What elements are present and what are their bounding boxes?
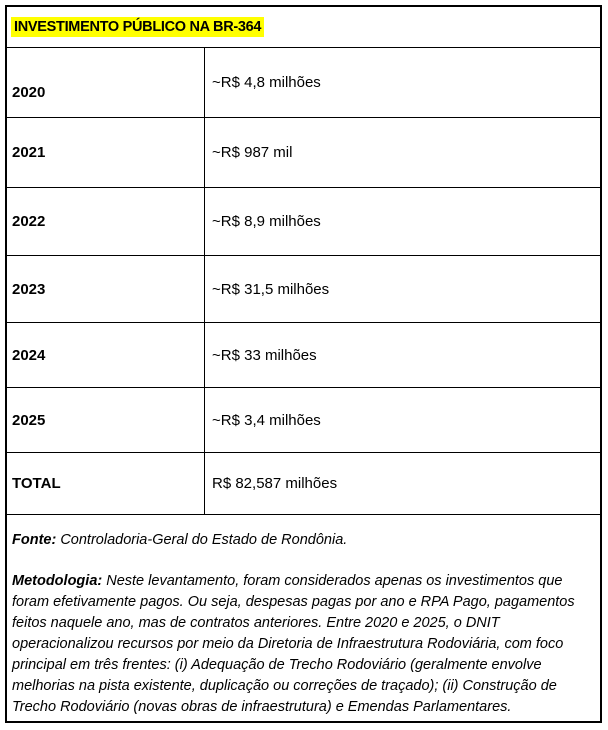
value-cell: ~R$ 4,8 milhões [212, 74, 321, 91]
year-cell: 2021 [7, 118, 205, 187]
table-row-total: TOTAL R$ 82,587 milhões [7, 453, 600, 515]
value-cell: ~R$ 8,9 milhões [212, 213, 321, 230]
year-cell: 2024 [7, 323, 205, 387]
table-row-2025: 2025 ~R$ 3,4 milhões [7, 388, 600, 453]
table-title-row: INVESTIMENTO PÚBLICO NA BR-364 [7, 7, 600, 48]
year-cell: 2025 [7, 388, 205, 452]
year-cell: 2020 [7, 48, 205, 117]
table-title: INVESTIMENTO PÚBLICO NA BR-364 [11, 17, 265, 37]
source-label: Fonte: [12, 532, 57, 548]
table-row-2024: 2024 ~R$ 33 milhões [7, 323, 600, 388]
value-cell: ~R$ 987 mil [212, 144, 293, 161]
methodology-text: Neste levantamento, foram considerados a… [12, 573, 575, 715]
methodology-label: Metodologia: [12, 573, 103, 589]
methodology-paragraph: Metodologia: Neste levantamento, foram c… [12, 571, 576, 718]
table-row-2020: 2020 ~R$ 4,8 milhões [7, 48, 600, 118]
value-cell: ~R$ 33 milhões [212, 346, 317, 364]
value-cell: ~R$ 3,4 milhões [212, 411, 321, 429]
investment-table: INVESTIMENTO PÚBLICO NA BR-364 2020 ~R$ … [5, 5, 602, 723]
year-cell: 2023 [7, 256, 205, 322]
total-value-cell: R$ 82,587 milhões [212, 475, 338, 492]
source-line: Fonte: Controladoria-Geral do Estado de … [12, 530, 576, 551]
table-row-2023: 2023 ~R$ 31,5 milhões [7, 256, 600, 323]
total-cell: TOTAL [7, 453, 205, 514]
source-text: Controladoria-Geral do Estado de Rondôni… [56, 532, 348, 548]
footer-cell: Fonte: Controladoria-Geral do Estado de … [7, 515, 600, 721]
value-cell: ~R$ 31,5 milhões [212, 280, 330, 298]
table-row-2022: 2022 ~R$ 8,9 milhões [7, 188, 600, 256]
year-cell: 2022 [7, 188, 205, 255]
table-row-2021: 2021 ~R$ 987 mil [7, 118, 600, 188]
